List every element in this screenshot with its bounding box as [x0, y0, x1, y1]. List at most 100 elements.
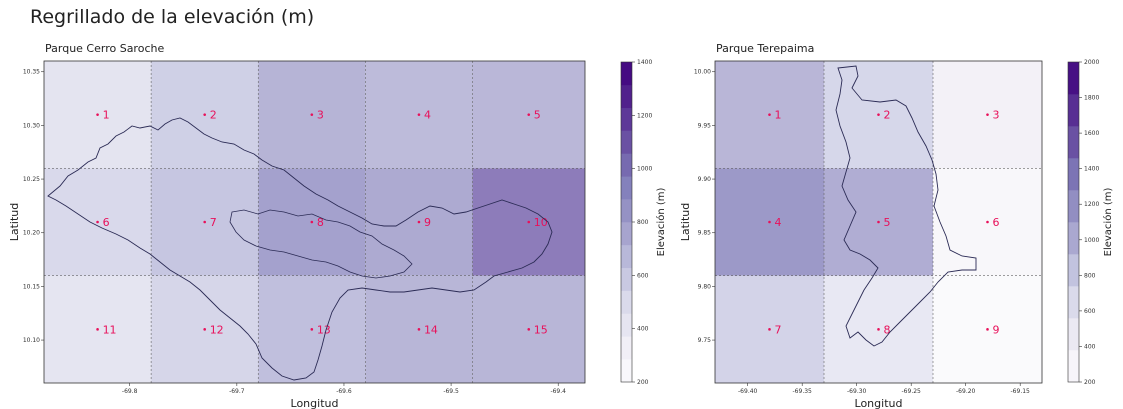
x-axis-label: Longitud: [291, 397, 339, 409]
grid-cell-label: 2: [210, 109, 217, 122]
colorbar-segment: [621, 176, 632, 200]
colorbar-tick-label: 1000: [637, 166, 652, 173]
grid-cell-label: 12: [210, 323, 224, 336]
grid-cell-center-point: [527, 220, 531, 224]
grid-cell-center-point: [986, 113, 989, 116]
park-boundary-outline: [47, 117, 553, 381]
x-tick-label: -69.7: [229, 388, 245, 395]
grid-cell-label: 11: [103, 323, 117, 336]
colorbar-label: Elevación (m): [655, 188, 667, 257]
grid-cell-center-point: [768, 328, 771, 331]
colorbar-tick-label: 2000: [1084, 59, 1099, 66]
y-tick-label: 9.80: [698, 283, 712, 290]
grid-cell-center-point: [417, 113, 421, 116]
grid-cell-center-point: [96, 220, 99, 224]
grid-cell-center-point: [310, 113, 314, 116]
colorbar-segment: [1068, 190, 1079, 223]
colorbar-tick-label: 1800: [1084, 95, 1099, 102]
grid-cell-center-point: [768, 113, 771, 116]
colorbar-segment: [1068, 222, 1079, 255]
grid-cell-center-point: [96, 113, 99, 116]
grid-cell-label: 14: [424, 323, 438, 336]
colorbar-cerro-saroche: 1400 1200 1000 800 600 400 200 Elevación (m): [620, 59, 667, 386]
colorbar-tick-label: 400: [1084, 343, 1096, 350]
y-tick-label: 9.90: [698, 176, 712, 183]
colorbar-segment: [621, 313, 632, 337]
colorbar-segment: [621, 153, 632, 177]
x-axis-label: Longitud: [855, 397, 903, 409]
grid-cell-label: 2: [884, 109, 891, 122]
grid-cell-label: 3: [993, 109, 1000, 122]
grid-cell-label: 8: [317, 216, 324, 229]
x-tick-label: -69.30: [847, 388, 867, 395]
grid-cell-label: 1: [103, 109, 110, 122]
grid-cell-label: 15: [534, 323, 548, 336]
grid-cell-center-point: [877, 328, 880, 331]
colorbar-label: Elevación (m): [1102, 188, 1114, 257]
colorbar-tick-label: 800: [637, 219, 649, 226]
colorbar-tick-label: 1400: [1084, 166, 1099, 173]
x-tick-label: -69.5: [443, 388, 459, 395]
grid-cell-center-point: [877, 220, 880, 224]
colorbar-segment: [1068, 286, 1079, 319]
colorbar-segment: [621, 62, 632, 86]
colorbar-terepaima: 2000 1800 1600 1400 1200 1000 800 600 400 200 Elev…: [1067, 59, 1114, 386]
colorbar-tick-label: 1000: [1084, 237, 1099, 244]
grid-cell-center-point: [310, 220, 314, 224]
grid-cell-center-point: [768, 220, 771, 224]
x-tick-label: -69.4: [550, 388, 566, 395]
x-tick-label: -69.15: [1011, 388, 1031, 395]
grid-cell-label: 4: [424, 109, 431, 122]
plot-frame: [43, 60, 586, 384]
y-axis-label: Latitud: [679, 203, 692, 242]
grid-cell-label: 7: [775, 323, 782, 336]
colorbar-segment: [1068, 350, 1079, 383]
colorbar-segment: [1068, 158, 1079, 191]
grid-cell-label: 5: [884, 216, 891, 229]
panel-title: Parque Terepaima: [716, 42, 814, 55]
grid-cell-center-point: [527, 113, 531, 116]
colorbar-tick-label: 1200: [1084, 201, 1099, 208]
panel-title: Parque Cerro Saroche: [45, 42, 164, 55]
colorbar-tick-label: 800: [1084, 272, 1096, 279]
y-tick-label: 10.00: [694, 69, 711, 76]
y-tick-label: 10.35: [23, 69, 40, 76]
panel-terepaima: Parque Terepaima 1 2 3 4 5 6 7 8 9: [715, 42, 1042, 383]
grid-cell-label: 5: [534, 109, 541, 122]
plot-frame: [714, 60, 1043, 384]
colorbar-segment: [621, 336, 632, 360]
grid-cell-center-point: [203, 113, 206, 116]
grid-cell-center-point: [877, 113, 880, 116]
colorbar-segment: [1068, 62, 1079, 95]
x-tick-label: -69.6: [336, 388, 352, 395]
park-boundary-inner: [229, 209, 413, 279]
grid-cell-label: 9: [993, 323, 1000, 336]
colorbar-tick-label: 400: [637, 326, 649, 333]
grid-cell-center-point: [203, 328, 206, 331]
colorbar-segment: [621, 107, 632, 131]
y-tick-label: 9.95: [698, 122, 712, 129]
grid-cell-label: 13: [317, 323, 331, 336]
grid-cell-center-point: [310, 328, 314, 331]
colorbar-frame: [1067, 61, 1080, 383]
grid-cell-label: 3: [317, 109, 324, 122]
x-tick-label: -69.35: [793, 388, 813, 395]
grid-cell-center-point: [986, 328, 989, 331]
x-tick-label: -69.40: [738, 388, 758, 395]
y-tick-label: 10.10: [23, 337, 40, 344]
colorbar-segment: [621, 84, 632, 109]
grid-cell-center-point: [96, 328, 99, 331]
colorbar-tick-label: 600: [1084, 308, 1096, 315]
y-tick-label: 10.20: [23, 230, 40, 237]
colorbar-segment: [1068, 126, 1079, 159]
grid-cell-label: 8: [884, 323, 891, 336]
grid-cell-center-point: [417, 328, 421, 331]
colorbar-segment: [621, 130, 632, 154]
colorbar-tick-label: 200: [1084, 379, 1096, 386]
colorbar-segment: [621, 290, 632, 314]
y-axis-label: Latitud: [8, 203, 21, 242]
colorbar-segment: [1068, 318, 1079, 351]
y-tick-label: 9.75: [698, 337, 712, 344]
colorbar-tick-label: 600: [637, 272, 649, 279]
